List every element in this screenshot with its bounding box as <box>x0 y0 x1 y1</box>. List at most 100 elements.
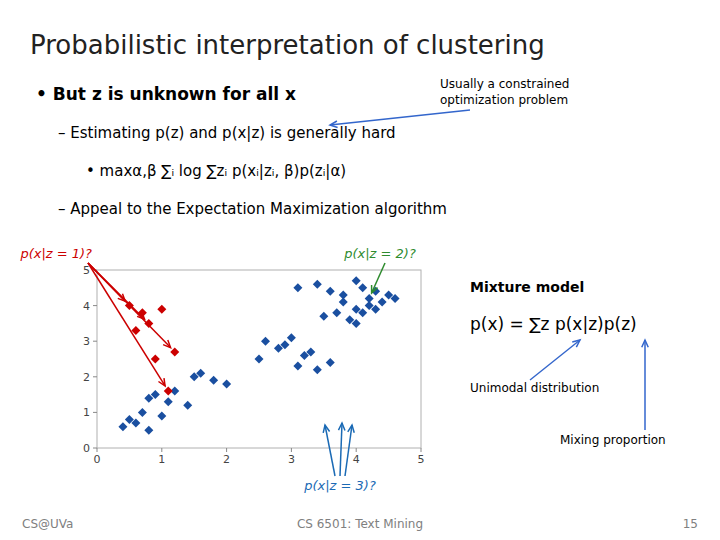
x-tick-label: 1 <box>158 453 165 466</box>
cluster-arrow <box>323 425 335 476</box>
arrow-line <box>345 425 352 476</box>
arrow-head <box>572 340 580 347</box>
x-tick-label: 5 <box>418 453 425 466</box>
y-tick-label: 2 <box>83 371 90 384</box>
heading: Mixture model <box>470 279 584 295</box>
point <box>261 337 270 346</box>
plot-frame <box>97 270 421 448</box>
y-tick-label: 3 <box>83 335 90 348</box>
point <box>209 376 218 385</box>
point <box>313 365 322 374</box>
point <box>164 397 173 406</box>
footer: CS 6501: Text Mining <box>297 517 423 531</box>
point <box>371 305 380 314</box>
note-arrow <box>642 340 649 430</box>
arrow-head <box>348 425 354 433</box>
bullet: – Appeal to the Expectation Maximization… <box>58 200 447 218</box>
note: Mixing proportion <box>560 433 666 447</box>
cluster-arrow <box>88 263 171 348</box>
point <box>164 387 173 396</box>
cluster-label: p(x|z = 3)? <box>303 478 376 493</box>
background <box>0 0 720 540</box>
arrow-head <box>338 423 345 430</box>
point <box>326 287 335 296</box>
cluster-label: p(x|z = 1)? <box>19 246 92 261</box>
arrow-head <box>372 285 378 293</box>
cluster-arrow <box>345 425 354 476</box>
arrow-head <box>642 340 649 347</box>
point <box>151 355 160 364</box>
point <box>352 319 361 328</box>
note: Usually a constrained optimization proble… <box>440 77 569 107</box>
annotation-line: optimization problem <box>440 93 568 107</box>
x-tick-label: 2 <box>223 453 230 466</box>
arrow-head <box>163 340 170 348</box>
cluster-arrow <box>338 423 345 476</box>
arrow-head <box>330 121 338 127</box>
point <box>144 394 153 403</box>
arrow-line <box>372 263 385 293</box>
series <box>118 276 399 435</box>
arrow-line <box>88 263 165 386</box>
points <box>118 276 399 435</box>
arrow-line <box>88 263 171 348</box>
bullet: • But z is unknown for all x <box>36 84 296 104</box>
point <box>339 298 348 307</box>
point <box>313 280 322 289</box>
point <box>326 358 335 367</box>
point <box>144 426 153 435</box>
bullet: • maxα,β ∑ᵢ log ∑zᵢ p(xᵢ|zᵢ, β)p(zᵢ|α) <box>86 162 346 180</box>
point <box>306 347 315 356</box>
bullet: – Estimating p(z) and p(x|z) is generall… <box>58 124 396 142</box>
point <box>157 305 166 314</box>
note-arrow <box>530 340 580 380</box>
x-tick-label: 3 <box>288 453 295 466</box>
formula: p(x) = ∑z p(x|z)p(z) <box>470 314 637 334</box>
point <box>352 276 361 285</box>
note-arrow <box>330 110 470 127</box>
arrow-line <box>530 340 580 380</box>
arrow-head <box>158 378 165 386</box>
axes: 012345012345 <box>83 264 425 466</box>
point <box>222 379 231 388</box>
annotation-line: Usually a constrained <box>440 77 569 91</box>
footer: 15 <box>683 517 698 531</box>
point <box>157 411 166 420</box>
arrow-line <box>644 340 646 430</box>
cluster-arrow <box>372 263 385 293</box>
point <box>287 333 296 342</box>
arrow-head <box>323 425 329 433</box>
point <box>293 283 302 292</box>
point <box>255 355 264 364</box>
point <box>378 298 387 307</box>
x-tick-label: 4 <box>353 453 360 466</box>
arrow-line <box>330 110 470 125</box>
series <box>125 301 179 395</box>
slide: Probabilistic interpretation of clusteri… <box>0 0 720 540</box>
title: Probabilistic interpretation of clusteri… <box>30 30 545 60</box>
x-tick <box>97 448 98 452</box>
footer: CS@UVa <box>22 517 73 531</box>
y-tick-label: 1 <box>83 406 90 419</box>
point <box>358 308 367 317</box>
arrow-line <box>340 423 342 476</box>
y-tick <box>93 305 97 306</box>
y-tick-label: 5 <box>83 264 90 277</box>
x-tick <box>356 448 357 452</box>
x-tick <box>421 448 422 452</box>
x-tick <box>291 448 292 452</box>
point <box>118 422 127 431</box>
cluster-label: p(x|z = 2)? <box>343 246 416 261</box>
point <box>293 362 302 371</box>
y-tick <box>93 448 97 449</box>
point <box>319 312 328 321</box>
point <box>196 369 205 378</box>
point <box>280 340 289 349</box>
y-tick-label: 0 <box>83 442 90 455</box>
arrow-line <box>325 425 335 476</box>
note: Unimodal distribution <box>470 381 599 395</box>
x-tick-label: 0 <box>94 453 101 466</box>
point <box>391 294 400 303</box>
point <box>183 401 192 410</box>
y-tick <box>93 341 97 342</box>
